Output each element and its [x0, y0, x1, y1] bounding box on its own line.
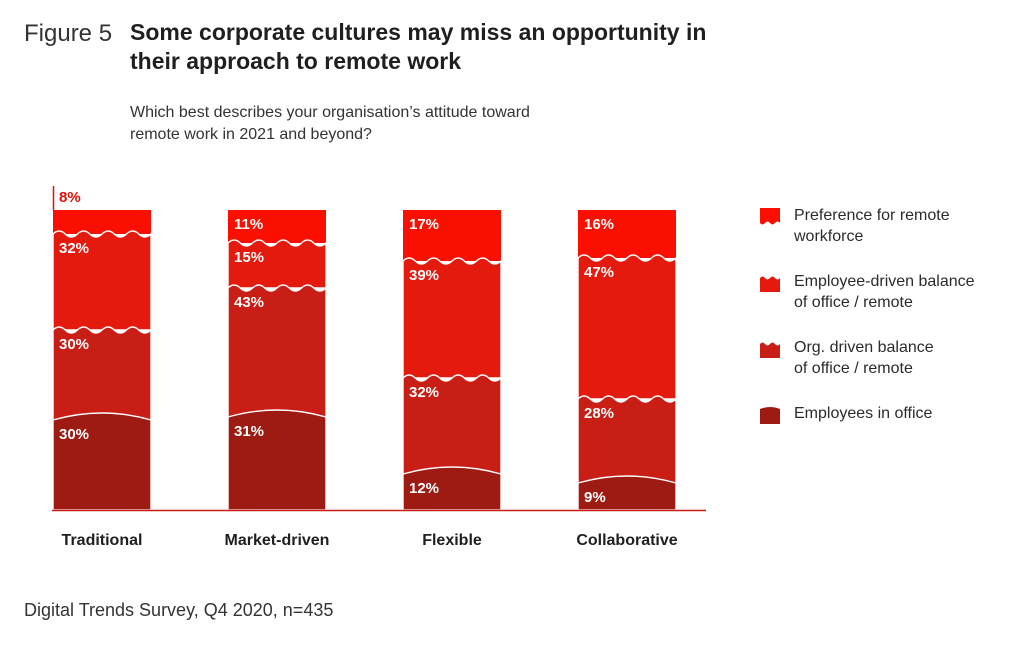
bar-flexible-preference-remote	[403, 210, 501, 261]
category-label-market-driven: Market-driven	[225, 532, 330, 549]
legend-item-preference-remote: Preference for remote workforce	[758, 205, 950, 247]
value-label-collaborative-employee-driven: 47%	[584, 264, 614, 281]
bar-collaborative-in-office	[577, 475, 677, 511]
legend-label-preference-remote-2: workforce	[794, 228, 864, 245]
bar-traditional-employee-driven	[52, 230, 152, 331]
legend-swatch-in-office	[760, 407, 780, 424]
figure-label: Figure 5	[24, 20, 113, 47]
bar-flexible-employee-driven	[402, 257, 502, 379]
value-label-collaborative-in-office: 9%	[584, 489, 606, 506]
legend-label-preference-remote-1: Preference for remote	[794, 207, 950, 224]
bar-traditional-org-driven	[52, 326, 152, 421]
category-label-collaborative: Collaborative	[576, 532, 677, 549]
legend-item-org-driven: Org. driven balance of office / remote	[758, 337, 934, 379]
value-label-collaborative-preference-remote: 16%	[584, 216, 614, 233]
bar-market-driven-org-driven	[227, 284, 327, 418]
bar-traditional-preference-remote	[53, 210, 151, 234]
bar-market-driven-employee-driven	[227, 239, 327, 289]
value-label-collaborative-org-driven: 28%	[584, 405, 614, 422]
legend-item-in-office: Employees in office	[758, 403, 932, 424]
legend-swatch-org-driven	[760, 342, 780, 358]
value-label-flexible-employee-driven: 39%	[409, 267, 439, 284]
value-label-traditional-org-driven: 30%	[59, 336, 89, 353]
legend-label-org-driven-2: of office / remote	[794, 360, 913, 377]
value-label-traditional-preference-remote: 8%	[59, 189, 81, 206]
value-label-market-driven-in-office: 31%	[234, 423, 264, 440]
category-label-flexible: Flexible	[422, 532, 482, 549]
chart-title: Some corporate cultures may miss an oppo…	[130, 19, 707, 74]
bar-collaborative-org-driven	[577, 395, 677, 484]
bar-flexible-org-driven	[402, 374, 502, 475]
value-label-flexible-preference-remote: 17%	[409, 216, 439, 233]
legend-swatch-preference-remote	[760, 208, 780, 225]
value-label-traditional-employee-driven: 32%	[59, 240, 89, 257]
legend-item-employee-driven: Employee-driven balance of office / remo…	[758, 271, 975, 313]
bar-collaborative-preference-remote	[578, 210, 676, 258]
value-label-flexible-org-driven: 32%	[409, 384, 439, 401]
legend-label-employee-driven-2: of office / remote	[794, 294, 913, 311]
legend-label-employee-driven-1: Employee-driven balance	[794, 273, 975, 290]
legend-label-in-office: Employees in office	[794, 405, 933, 422]
bar-flexible-in-office	[402, 466, 502, 511]
category-label-traditional: Traditional	[62, 532, 143, 549]
value-label-market-driven-preference-remote: 11%	[234, 216, 263, 233]
value-label-traditional-in-office: 30%	[59, 426, 89, 443]
bar-market-driven-in-office	[227, 409, 327, 511]
chart-source: Digital Trends Survey, Q4 2020, n=435	[24, 600, 334, 620]
bar-traditional-in-office	[52, 412, 152, 511]
bar-market-driven-preference-remote	[228, 210, 326, 243]
legend-swatch-employee-driven	[760, 276, 780, 292]
value-label-market-driven-org-driven: 43%	[234, 294, 264, 311]
bar-collaborative-employee-driven	[577, 254, 677, 400]
legend-label-org-driven-1: Org. driven balance	[794, 339, 934, 356]
value-label-market-driven-employee-driven: 15%	[234, 249, 264, 266]
chart-subtitle: Which best describes your organisation’s…	[130, 104, 530, 143]
value-label-flexible-in-office: 12%	[409, 480, 439, 497]
